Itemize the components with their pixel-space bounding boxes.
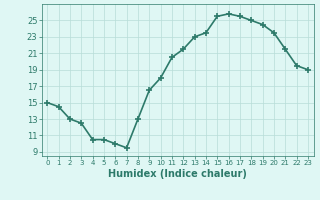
X-axis label: Humidex (Indice chaleur): Humidex (Indice chaleur) — [108, 169, 247, 179]
